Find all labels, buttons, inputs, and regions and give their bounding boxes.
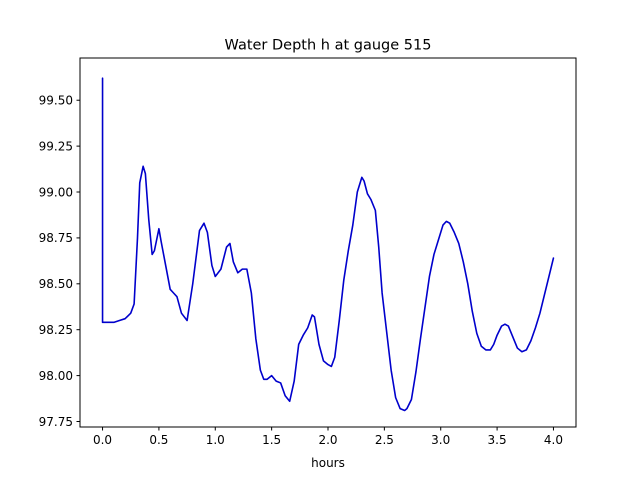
x-tick-label: 2.0 — [318, 433, 337, 447]
series-line-0 — [101, 77, 555, 412]
y-axis-ticks: 97.75 98.00 98.25 98.50 98.75 99.00 99.25 99.50 — [39, 94, 80, 429]
y-tick-label: 98.75 — [39, 231, 73, 245]
x-axis-label: hours — [311, 456, 345, 470]
x-tick-label: 4.0 — [544, 433, 563, 447]
series-layer — [101, 77, 555, 412]
x-tick-label: 0.0 — [93, 433, 112, 447]
x-tick-label: 1.5 — [262, 433, 281, 447]
x-tick-label: 2.5 — [375, 433, 394, 447]
y-tick-label: 98.00 — [39, 369, 73, 383]
y-tick-label: 98.25 — [39, 323, 73, 337]
x-tick-label: 0.5 — [149, 433, 168, 447]
y-tick-label: 99.25 — [39, 139, 73, 153]
y-tick-label: 97.75 — [39, 415, 73, 429]
y-tick-label: 98.50 — [39, 277, 73, 291]
y-tick-label: 99.00 — [39, 185, 73, 199]
chart-title: Water Depth h at gauge 515 — [225, 38, 432, 54]
x-tick-label: 3.5 — [488, 433, 507, 447]
y-tick-label: 99.50 — [39, 94, 73, 108]
x-tick-label: 1.0 — [206, 433, 225, 447]
x-tick-label: 3.0 — [431, 433, 450, 447]
x-axis-ticks: 0.0 0.5 1.0 1.5 2.0 2.5 3.0 3.5 4.0 — [93, 427, 563, 447]
